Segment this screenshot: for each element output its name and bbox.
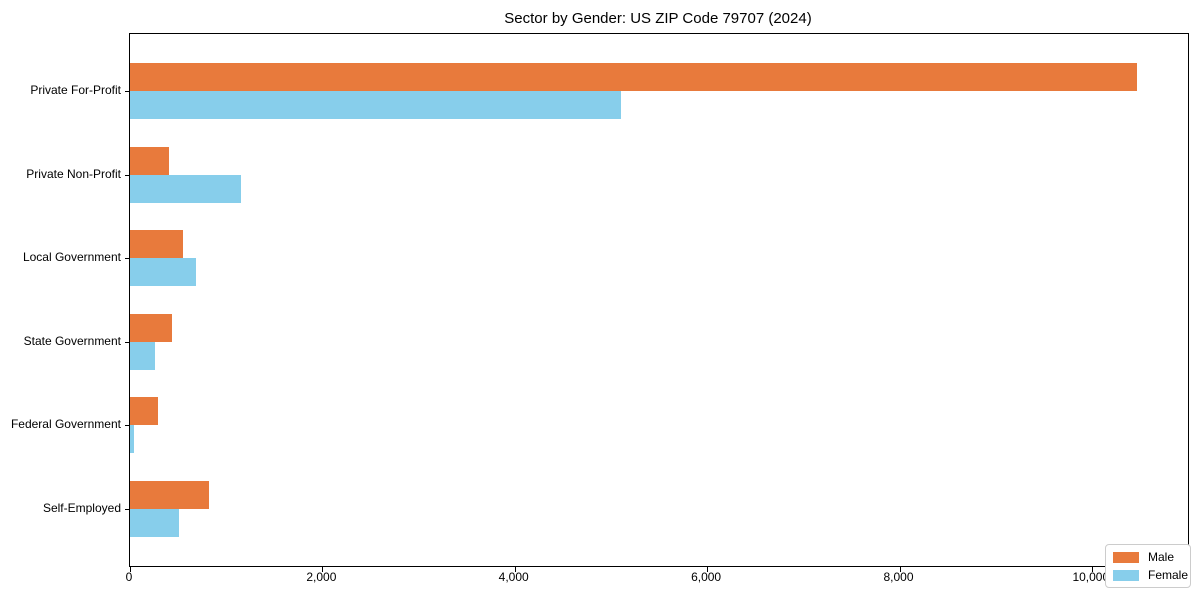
category-label-local-government: Local Government xyxy=(22,250,121,264)
legend-item-male: Male xyxy=(1113,549,1183,564)
legend: Male Female xyxy=(1105,544,1191,588)
category-label-self-employed: Self-Employed xyxy=(42,501,121,515)
y-tick xyxy=(125,425,129,426)
y-tick xyxy=(125,175,129,176)
bar-female-private-for-profit xyxy=(130,91,621,119)
x-tick-label: 10,000 xyxy=(1072,570,1110,584)
x-tick xyxy=(899,567,901,572)
category-label-private-for-profit: Private For-Profit xyxy=(30,83,121,97)
bar-male-federal-government xyxy=(130,397,158,425)
bar-female-private-non-profit xyxy=(130,175,241,203)
x-tick-label: 8,000 xyxy=(883,570,914,584)
bar-male-state-government xyxy=(130,314,173,342)
legend-swatch-female xyxy=(1113,569,1139,581)
legend-item-female: Female xyxy=(1113,568,1188,582)
bar-female-local-government xyxy=(130,258,197,286)
bar-male-private-non-profit xyxy=(130,147,170,175)
y-tick xyxy=(125,342,129,343)
x-tick-label: 0 xyxy=(125,570,133,584)
bar-female-state-government xyxy=(130,342,155,370)
category-label-state-government: State Government xyxy=(23,334,121,348)
x-tick xyxy=(514,567,516,572)
x-tick xyxy=(322,567,324,572)
x-tick xyxy=(1091,567,1093,572)
chart-title: Sector by Gender: US ZIP Code 79707 (202… xyxy=(504,10,812,27)
x-tick-label: 6,000 xyxy=(691,570,722,584)
legend-label-female: Female xyxy=(1148,567,1189,582)
x-tick-label: 2,000 xyxy=(306,570,337,584)
bar-male-local-government xyxy=(130,230,183,258)
bar-male-private-for-profit xyxy=(130,63,1137,91)
x-tick-label: 4,000 xyxy=(498,570,529,584)
bar-female-federal-government xyxy=(130,425,135,453)
y-tick xyxy=(125,509,129,510)
plot-area xyxy=(125,33,1189,572)
category-label-federal-government: Federal Government xyxy=(10,417,121,431)
y-tick xyxy=(125,258,129,259)
bar-male-self-employed xyxy=(130,481,209,509)
x-tick xyxy=(707,567,709,572)
bar-female-self-employed xyxy=(130,509,180,537)
category-label-private-non-profit: Private Non-Profit xyxy=(26,167,121,181)
legend-label-male: Male xyxy=(1148,549,1175,564)
y-tick xyxy=(125,91,129,92)
x-tick xyxy=(130,567,131,572)
legend-swatch-male xyxy=(1113,551,1139,563)
